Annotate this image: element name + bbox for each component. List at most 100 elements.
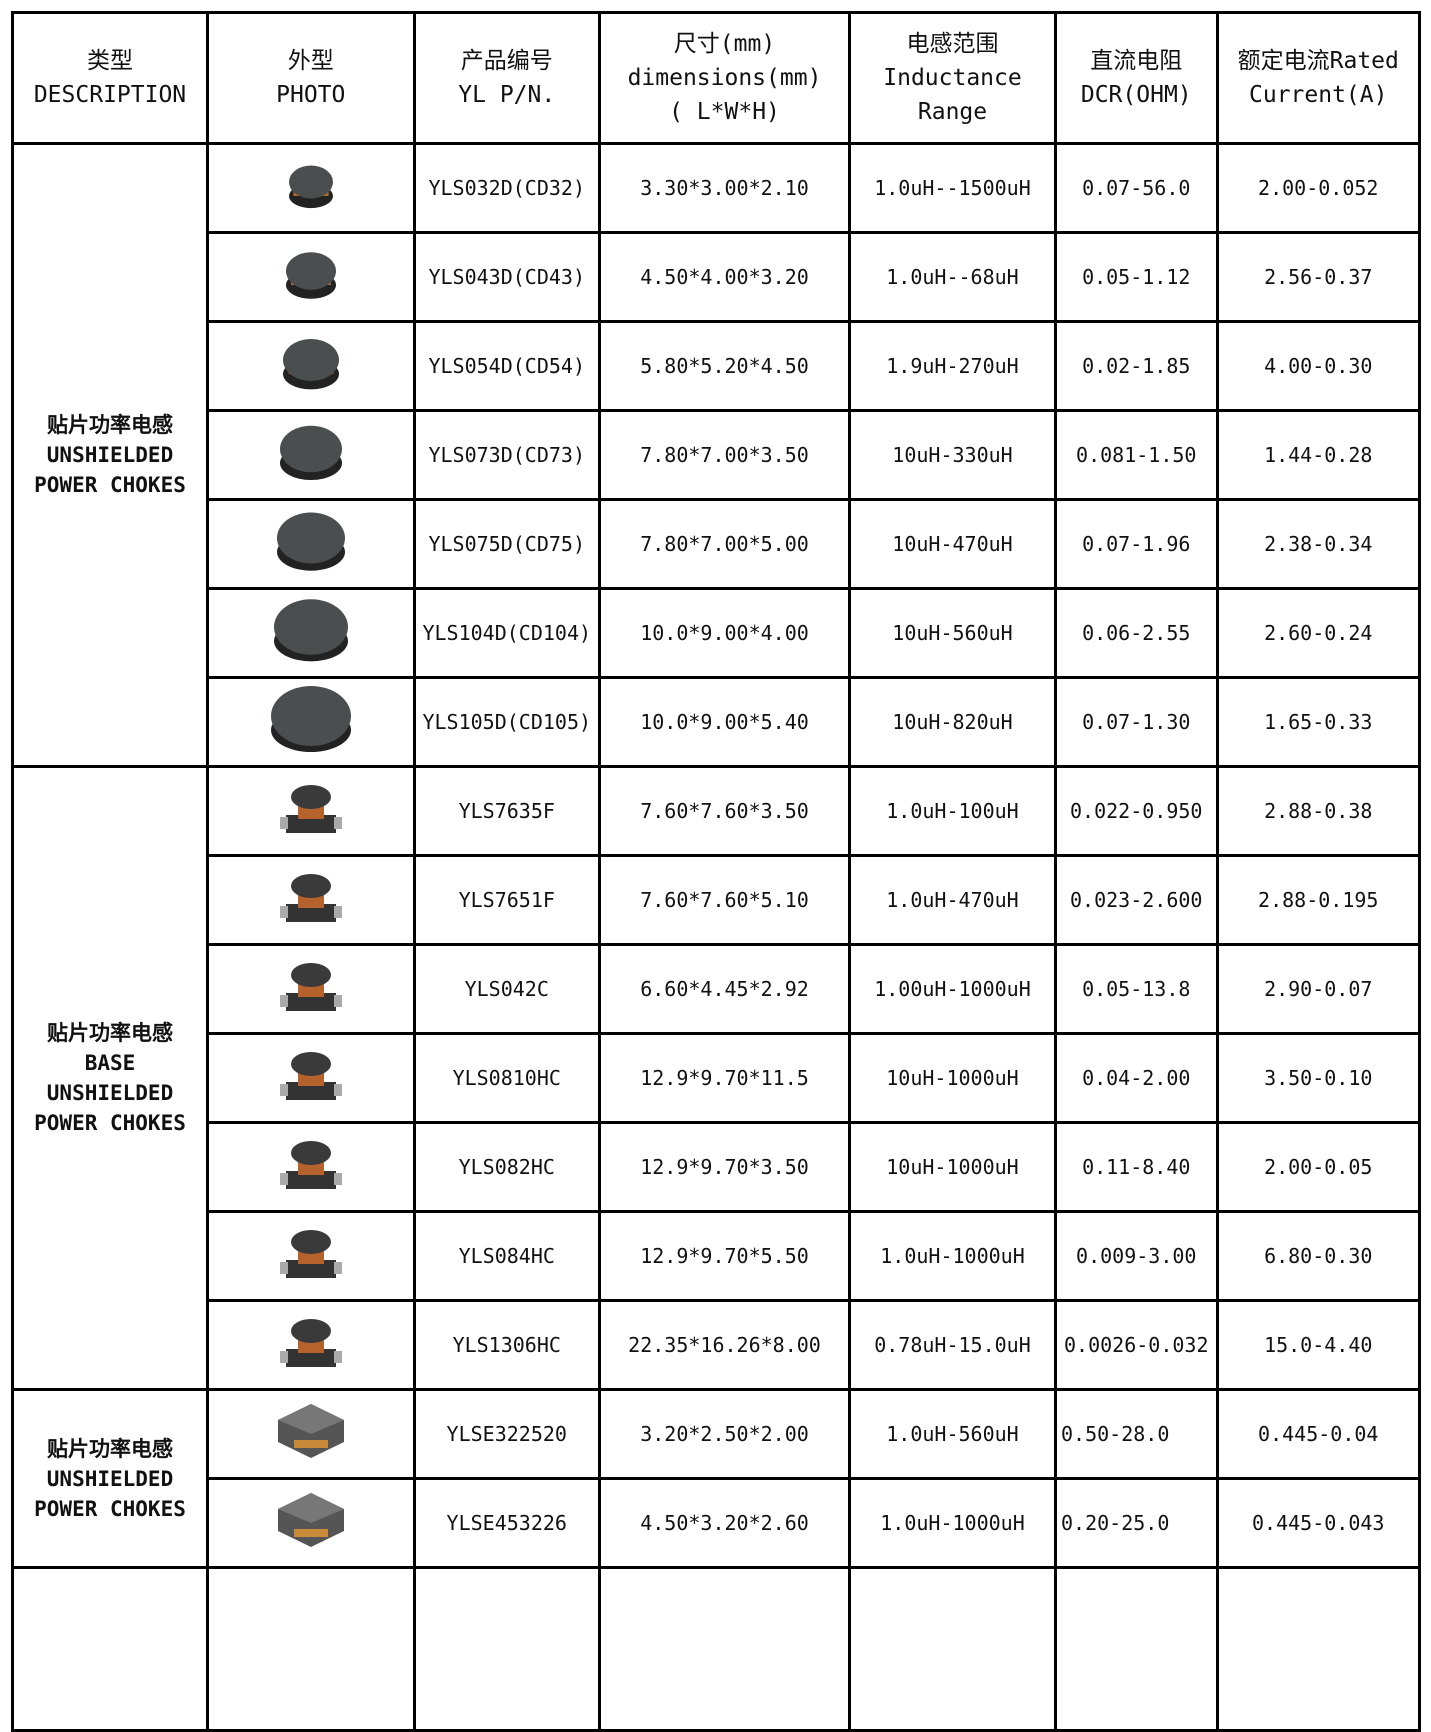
data-cell: 2.90-0.07 xyxy=(1215,943,1421,1035)
header-text: 额定电流Rated xyxy=(1237,48,1399,74)
data-row: YLS0810HC 12.9*9.70*11.5 10uH-1000uH 0.04-2… xyxy=(13,1032,1421,1124)
data-cell: 10.0*9.00*4.00 xyxy=(598,587,851,679)
inductor-photo xyxy=(282,338,339,389)
data-cell: 1.0uH-1000uH xyxy=(848,1210,1057,1302)
header-text: 尺寸(mm) xyxy=(673,31,776,57)
data-row: 贴片功率电感 UNSHIELDED POWER CHOKES YLS032D(CD32… xyxy=(11,142,1421,768)
description-cell: 贴片功率电感 BASE UNSHIELDED POWER CHOKES xyxy=(11,765,209,1391)
data-row: YLS105D(CD105) 10.0*9.00*5.40 10uH-820uH 0.… xyxy=(13,676,1421,768)
data-cell: 0.06-2.55 xyxy=(1054,587,1219,679)
inductor-photo xyxy=(279,425,342,480)
description-text: POWER CHOKES xyxy=(34,1111,186,1135)
header-cell: 直流电阻 DCR(OHM) xyxy=(1054,11,1219,145)
data-cell: 2.00-0.052 xyxy=(1215,142,1421,234)
header-cell: 额定电流Rated Current(A) xyxy=(1215,11,1421,145)
data-cell: 1.0uH--1500uH xyxy=(848,142,1057,234)
inductor-photo xyxy=(279,1140,342,1189)
description-text: POWER CHOKES xyxy=(34,1496,186,1521)
data-cell: 1.65-0.33 xyxy=(1215,676,1421,768)
header-text: Range xyxy=(917,99,988,125)
data-cell: YLS105D(CD105) xyxy=(412,676,601,768)
data-cell: 12.9*9.70*5.50 xyxy=(598,1210,851,1302)
data-cell: 0.022-0.950 xyxy=(1054,765,1219,857)
header-cell: 类型 DESCRIPTION xyxy=(11,11,209,145)
data-row: YLS073D(CD73) 7.80*7.00*3.50 10uH-330uH 0.0… xyxy=(13,409,1421,501)
photo-cell xyxy=(206,1210,416,1302)
data-cell: 0.20-25.0 xyxy=(1054,1477,1219,1569)
data-cell: 2.00-0.05 xyxy=(1215,1121,1421,1213)
data-cell: 0.07-56.0 xyxy=(1054,142,1219,234)
inductor-photo xyxy=(277,1492,344,1547)
data-cell: 4.50*4.00*3.20 xyxy=(598,231,851,323)
empty-cell xyxy=(848,1566,1057,1732)
header-text: 外型 xyxy=(287,48,334,74)
inductor-photo xyxy=(285,251,336,299)
data-cell: 5.80*5.20*4.50 xyxy=(598,320,851,412)
data-cell: 4.00-0.30 xyxy=(1215,320,1421,412)
data-cell: YLS082HC xyxy=(412,1121,601,1213)
header-cell: 电感范围 Inductance Range xyxy=(848,11,1057,145)
photo-cell xyxy=(206,943,416,1035)
data-cell: YLS073D(CD73) xyxy=(412,409,601,501)
data-cell: 0.50-28.0 xyxy=(1054,1388,1219,1480)
data-cell: 12.9*9.70*3.50 xyxy=(598,1121,851,1213)
header-text: 电感范围 xyxy=(906,31,999,57)
data-cell: 2.60-0.24 xyxy=(1215,587,1421,679)
data-cell: 0.081-1.50 xyxy=(1054,409,1219,501)
data-cell: 1.0uH-1000uH xyxy=(848,1477,1057,1569)
data-row: YLS043D(CD43) 4.50*4.00*3.20 1.0uH--68uH 0.… xyxy=(13,231,1421,323)
inductor-photo xyxy=(273,598,348,661)
data-cell: 4.50*3.20*2.60 xyxy=(598,1477,851,1569)
description-text: 贴片功率电感 xyxy=(47,413,173,437)
photo-cell xyxy=(206,320,416,412)
photo-cell xyxy=(206,1388,416,1480)
data-cell: 2.88-0.38 xyxy=(1215,765,1421,857)
data-cell: 0.023-2.600 xyxy=(1054,854,1219,946)
data-cell: 0.04-2.00 xyxy=(1054,1032,1219,1124)
data-cell: 0.05-13.8 xyxy=(1054,943,1219,1035)
description-text: BASE xyxy=(84,1051,136,1075)
data-cell: 1.0uH-470uH xyxy=(848,854,1057,946)
data-cell: 6.60*4.45*2.92 xyxy=(598,943,851,1035)
photo-cell xyxy=(206,1477,416,1569)
data-row: YLS082HC 12.9*9.70*3.50 10uH-1000uH 0.11-8.… xyxy=(13,1121,1421,1213)
data-cell: 7.60*7.60*3.50 xyxy=(598,765,851,857)
header-text: dimensions(mm) xyxy=(627,65,822,91)
inductor-photo xyxy=(279,873,342,922)
data-cell: 0.445-0.043 xyxy=(1215,1477,1421,1569)
photo-cell xyxy=(206,765,416,857)
photo-cell xyxy=(206,1121,416,1213)
data-cell: YLSE453226 xyxy=(412,1477,601,1569)
inductor-photo xyxy=(279,1229,342,1278)
description-cell: 贴片功率电感 UNSHIELDED POWER CHOKES xyxy=(11,1388,209,1569)
data-row: YLS084HC 12.9*9.70*5.50 1.0uH-1000uH 0.009-… xyxy=(13,1210,1421,1302)
data-cell: 15.0-4.40 xyxy=(1215,1299,1421,1391)
data-cell: 7.60*7.60*5.10 xyxy=(598,854,851,946)
header-text: PHOTO xyxy=(276,82,346,108)
data-cell: 10uH-330uH xyxy=(848,409,1057,501)
data-cell: 6.80-0.30 xyxy=(1215,1210,1421,1302)
photo-cell xyxy=(206,142,416,234)
data-cell: 7.80*7.00*3.50 xyxy=(598,409,851,501)
description-text: 贴片功率电感 xyxy=(47,1436,173,1461)
header-row: 类型 DESCRIPTION 外型 PHOTO 产品编号 YL P/N. 尺寸(mm) dim… xyxy=(11,11,1421,145)
data-cell: 2.56-0.37 xyxy=(1215,231,1421,323)
photo-cell xyxy=(206,854,416,946)
inductor-photo xyxy=(279,784,342,833)
description-text: UNSHIELDED xyxy=(46,443,174,467)
data-cell: 1.0uH--68uH xyxy=(848,231,1057,323)
data-cell: 10uH-820uH xyxy=(848,676,1057,768)
data-cell: 0.0026-0.032 xyxy=(1054,1299,1219,1391)
inductor-photo xyxy=(279,962,342,1011)
data-cell: YLSE322520 xyxy=(412,1388,601,1480)
data-cell: 3.50-0.10 xyxy=(1215,1032,1421,1124)
empty-row xyxy=(11,1566,1421,1732)
data-cell: 0.02-1.85 xyxy=(1054,320,1219,412)
data-cell: 1.9uH-270uH xyxy=(848,320,1057,412)
header-text: DESCRIPTION xyxy=(33,82,187,108)
data-cell: YLS1306HC xyxy=(412,1299,601,1391)
data-cell: 3.20*2.50*2.00 xyxy=(598,1388,851,1480)
inductor-photo xyxy=(279,1318,342,1367)
empty-cell xyxy=(598,1566,851,1732)
